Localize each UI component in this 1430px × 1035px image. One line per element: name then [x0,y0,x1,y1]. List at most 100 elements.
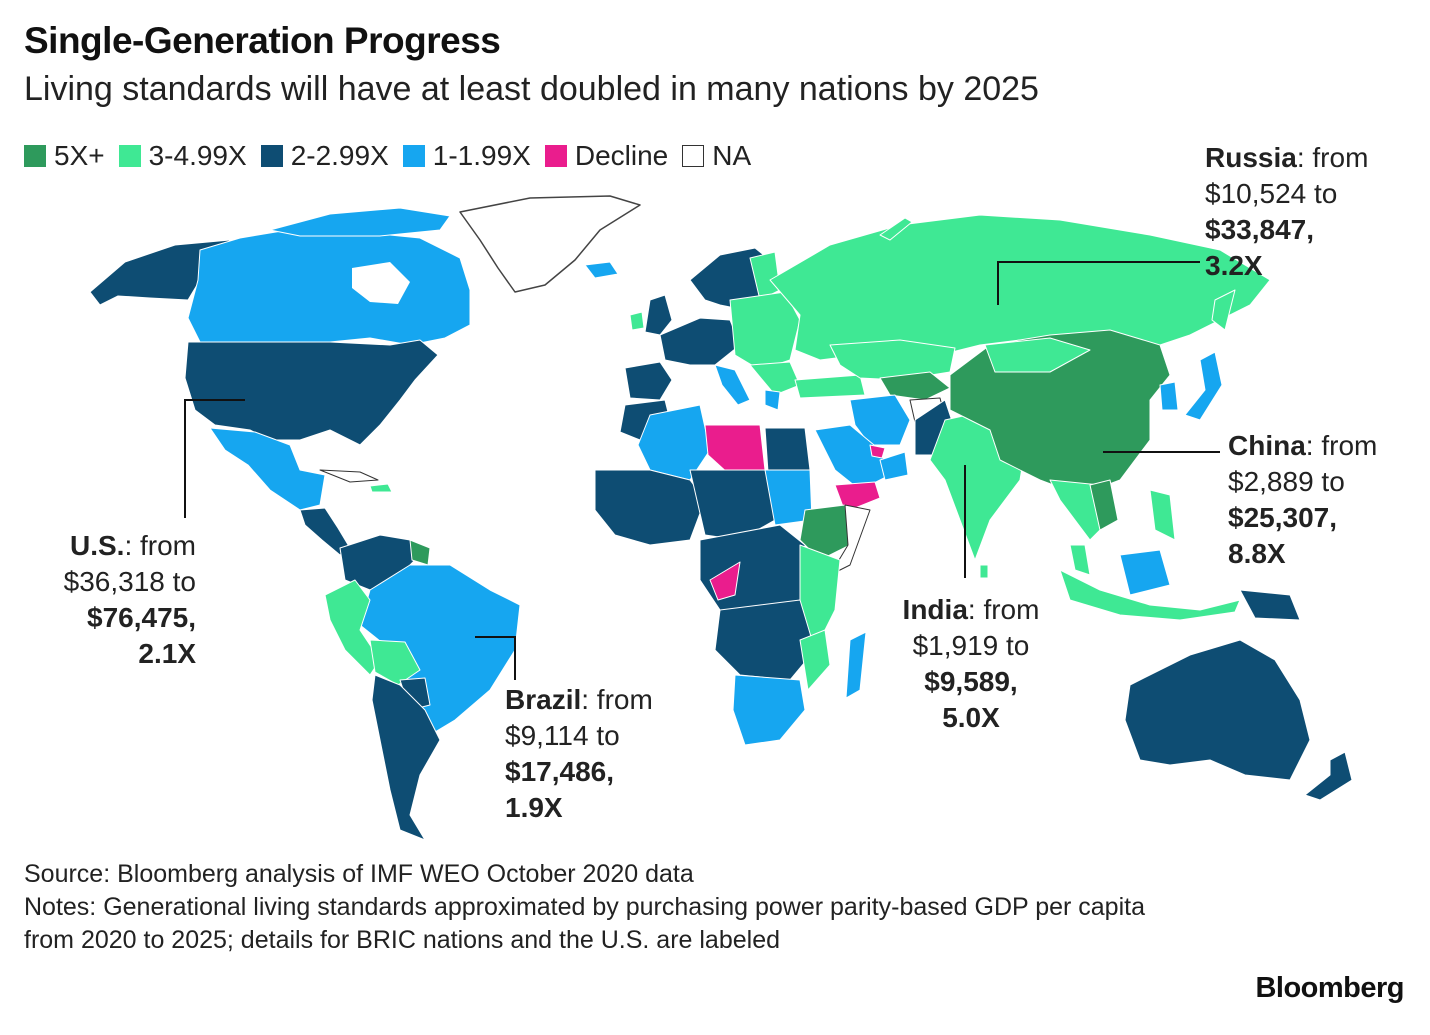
callout-india-name: India [902,594,968,625]
region-papua [1239,589,1301,621]
legend-item-2x: 2-2.99X [260,140,389,172]
region-australia [1124,639,1311,781]
region-ethiopia [799,504,851,561]
region-balkans [749,361,801,396]
legend-swatch-1x [402,145,425,167]
region-iran [849,394,911,446]
region-argentina-chile [371,674,441,841]
region-mozambique [799,629,831,691]
region-turkey [794,374,866,399]
callout-russia-name: Russia [1205,142,1297,173]
region-southern-africa [732,674,806,746]
legend-item-1x: 1-1.99X [402,140,531,172]
region-hudson-bay [352,262,410,304]
region-kamchatka [1211,289,1236,331]
legend-label-decline: Decline [574,140,669,171]
region-drc-congo [709,561,741,601]
legend: 5X+ 3-4.99X 2-2.99X 1-1.99X Decline NA [24,140,765,172]
legend-swatch-3x [118,145,141,167]
callout-russia-from-text: : from [1296,142,1369,173]
region-libya [704,424,766,476]
callout-us-multiple: 2.1X [138,638,196,669]
region-uk [644,294,673,336]
region-malaysia [1069,544,1091,576]
region-western-europe [659,317,741,366]
chart-subtitle: Living standards will have at least doub… [24,70,1039,108]
region-west-africa [594,469,706,546]
region-russia [769,214,1271,361]
callout-brazil-multiple: 1.9X [505,792,563,823]
legend-label-3x: 3-4.99X [148,140,247,171]
region-madagascar [845,631,867,699]
callout-china-from-value: $2,889 to [1228,466,1345,497]
legend-item-na: NA [682,140,751,172]
callout-us: U.S.: from $36,318 to $76,475, 2.1X [20,528,196,672]
region-bolivia [369,639,421,686]
callout-us-to-value: $76,475, [87,602,196,633]
callout-china-name: China [1228,430,1306,461]
callout-china-from-text: : from [1305,430,1378,461]
callout-china: China: from $2,889 to $25,307, 8.8X [1228,428,1377,572]
region-korea [1159,381,1179,411]
region-hispaniola [369,483,393,493]
region-iberia [624,361,673,401]
region-egypt [764,427,811,473]
callout-us-from-text: : from [124,530,196,561]
region-canada-islands [269,207,451,237]
legend-label-5x: 5X+ [54,140,105,171]
legend-swatch-na [682,145,705,167]
callout-india-to-value: $9,589, [924,666,1018,697]
region-mongolia [984,337,1091,373]
region-philippines [1149,489,1176,541]
region-central-asia [879,371,951,401]
legend-swatch-5x [24,145,46,167]
legend-swatch-decline [544,145,567,167]
us-leader-line [184,399,245,518]
callout-india-multiple: 5.0X [942,702,1000,733]
source-note: Source: Bloomberg analysis of IMF WEO Oc… [24,860,694,888]
region-usa [184,339,439,446]
callout-brazil-from-text: : from [581,684,653,715]
region-ireland [629,311,645,331]
footer: Source: Bloomberg analysis of IMF WEO Oc… [24,858,1174,957]
legend-label-1x: 1-1.99X [432,140,531,171]
region-oman [879,451,909,481]
legend-item-3x: 3-4.99X [118,140,247,172]
region-indonesia [1059,569,1241,621]
notes-text: Notes: Generational living standards app… [24,893,1145,954]
legend-swatch-2x [260,145,283,167]
region-canada [187,227,471,346]
callout-russia: Russia: from $10,524 to $33,847, 3.2X [1205,140,1368,284]
legend-item-5x: 5X+ [24,140,105,172]
callout-china-to-value: $25,307, [1228,502,1337,533]
region-borneo [1119,549,1171,596]
callout-us-name: U.S. [69,530,125,561]
callout-russia-from-value: $10,524 to [1205,178,1338,209]
chart-title: Single-Generation Progress [24,20,501,61]
region-japan [1184,351,1223,421]
callout-india: India: from $1,919 to $9,589, 5.0X [890,592,1052,736]
region-new-zealand [1304,751,1353,801]
region-greece [764,389,781,411]
region-gulf-states [869,444,886,459]
region-vietnam [1089,479,1119,531]
legend-item-decline: Decline [544,140,669,172]
callout-china-multiple: 8.8X [1228,538,1286,569]
callout-india-from-value: $1,919 to [912,630,1030,661]
callout-us-from-value: $36,318 to [63,566,196,597]
region-cuba [319,469,379,483]
region-somalia [829,504,871,576]
region-italy [714,364,751,406]
region-greenland [459,195,641,293]
bloomberg-logo: Bloomberg [1255,972,1404,1004]
region-kazakhstan [829,339,956,381]
region-yemen [834,481,881,513]
legend-label-na: NA [712,140,752,171]
region-novaya-zemlya [879,217,913,241]
callout-russia-multiple: 3.2X [1205,250,1263,281]
region-iceland [584,261,619,279]
region-mexico [209,427,326,511]
region-sri-lanka [979,564,989,579]
callout-brazil-from-value: $9,114 to [505,720,620,751]
region-eastern-europe [729,291,801,371]
